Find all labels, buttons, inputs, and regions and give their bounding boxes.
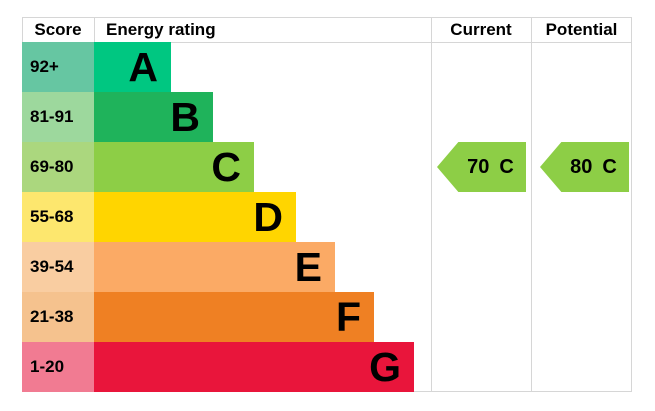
rating-bar-f: F <box>94 292 374 342</box>
score-column-divider <box>94 17 95 43</box>
band-row-a: 92+ A <box>22 42 632 92</box>
energy-rating-column-header: Energy rating <box>106 19 216 39</box>
potential-rating-arrow: 80 C <box>540 142 629 192</box>
grade-letter-d: D <box>253 194 283 240</box>
band-row-b: 81-91 B <box>22 92 632 142</box>
header-divider <box>22 42 632 43</box>
potential-column-divider <box>531 17 532 392</box>
potential-rating-grade: C <box>602 155 617 178</box>
grade-letter-c: C <box>211 144 241 190</box>
score-range-g: 1-20 <box>22 342 94 392</box>
current-rating-grade: C <box>499 155 514 178</box>
score-column-header: Score <box>34 19 82 39</box>
band-row-e: 39-54 E <box>22 242 632 292</box>
score-range-a: 92+ <box>22 42 94 92</box>
current-column-divider <box>431 17 432 392</box>
score-range-d: 55-68 <box>22 192 94 242</box>
current-column-header: Current <box>450 19 512 39</box>
grade-letter-b: B <box>170 94 200 140</box>
score-range-b: 81-91 <box>22 92 94 142</box>
score-range-f: 21-38 <box>22 292 94 342</box>
band-row-d: 55-68 D <box>22 192 632 242</box>
rating-bar-e: E <box>94 242 335 292</box>
score-range-c: 69-80 <box>22 142 94 192</box>
rating-bar-d: D <box>94 192 296 242</box>
grade-letter-a: A <box>128 44 158 90</box>
band-row-c: 69-80 C <box>22 142 632 192</box>
rating-bar-g: G <box>94 342 414 392</box>
rating-bar-b: B <box>94 92 213 142</box>
grade-letter-g: G <box>369 344 401 390</box>
score-range-e: 39-54 <box>22 242 94 292</box>
rating-bar-a: A <box>94 42 171 92</box>
band-row-f: 21-38 F <box>22 292 632 342</box>
grade-letter-e: E <box>294 244 322 290</box>
band-row-g: 1-20 G <box>22 342 632 392</box>
potential-rating-value: 80 <box>570 155 593 178</box>
potential-column-header: Potential <box>545 19 618 39</box>
rating-bar-c: C <box>94 142 254 192</box>
current-rating-arrow: 70 C <box>437 142 526 192</box>
grade-letter-f: F <box>335 294 361 340</box>
current-rating-value: 70 <box>467 155 490 178</box>
